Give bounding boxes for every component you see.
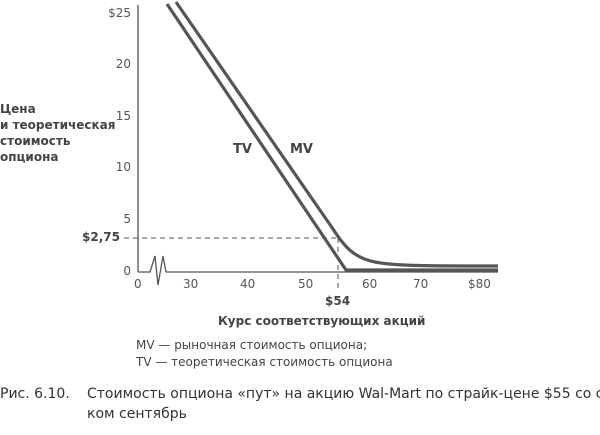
- figure-number: Рис. 6.10.: [0, 386, 70, 402]
- y-tick: $25: [108, 6, 131, 20]
- legend-tv: TV — теоретическая стоимость опциона: [136, 355, 393, 369]
- y-axis-title: Цена и теоретическая стоимость опциона: [0, 101, 115, 165]
- mv-line: [174, 1, 499, 268]
- y-tick: 20: [115, 57, 131, 71]
- x-tick: $80: [468, 277, 491, 291]
- mv-series-label: MV: [290, 142, 313, 157]
- x-axis-title: Курс соответствующих акций: [218, 314, 426, 328]
- y-title-line: Цена: [0, 102, 36, 116]
- caption-line-1: Стоимость опциона «пут» на акцию Wal-Mar…: [87, 386, 600, 402]
- legend: MV — рыночная стоимость опциона; TV — те…: [136, 337, 393, 371]
- x-tick: 50: [298, 277, 314, 291]
- x-tick: 0: [134, 277, 142, 291]
- legend-mv: MV — рыночная стоимость опциона;: [136, 338, 368, 352]
- y-title-line: и теоретическая: [0, 118, 116, 132]
- y-tick: 10: [115, 160, 131, 174]
- x-tick: 40: [240, 277, 256, 291]
- tv-series-label: TV: [233, 142, 252, 157]
- x-axis-with-break: [138, 255, 498, 286]
- y-title-line: стоимость: [0, 134, 71, 148]
- x-tick: 60: [362, 277, 378, 291]
- x-marker-label: $54: [325, 294, 351, 308]
- y-tick: 15: [115, 109, 131, 123]
- y-title-line: опциона: [0, 150, 59, 164]
- caption-line-2: ком сентябрь: [87, 406, 187, 422]
- tv-line: [165, 3, 498, 272]
- y-marker-label: $2,75: [82, 230, 120, 244]
- x-tick: 70: [413, 277, 429, 291]
- y-tick: 0: [123, 264, 131, 278]
- y-tick: 5: [123, 212, 131, 226]
- x-tick: 30: [183, 277, 199, 291]
- figure-caption: Рис. 6.10. Стоимость опциона «пут» на акц…: [0, 384, 600, 424]
